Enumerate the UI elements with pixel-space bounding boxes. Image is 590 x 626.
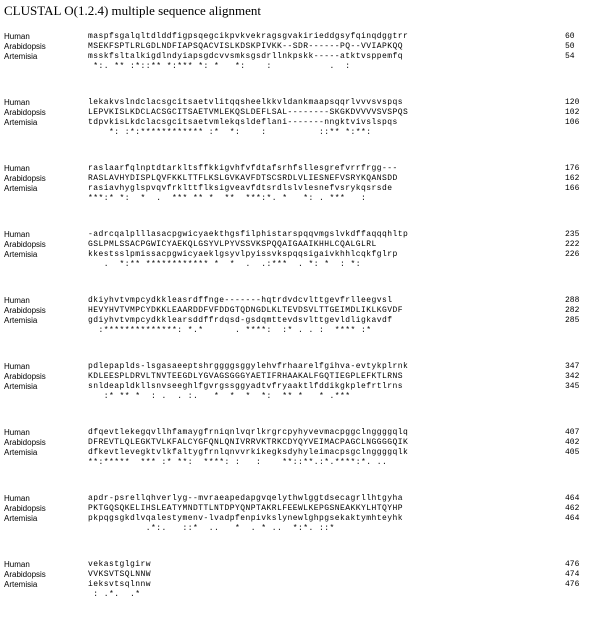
position-number: 176 [565, 164, 580, 173]
position-number: 405 [565, 448, 580, 457]
sequence-text: snldeapldkllsnvseeghlfgvrgssggyadtvfryaa… [88, 382, 404, 391]
sequence-text: LEPVKISLKDCLACSGCITSAETVMLEKQSLDEFLSAL--… [88, 108, 409, 117]
position-number: 235 [565, 230, 580, 239]
sequence-text: msskfsltalkigdlndyiapsgdcvvsmksgsdrllnkp… [88, 52, 404, 61]
position-number: 166 [565, 184, 580, 193]
species-label: Artemisia [4, 184, 38, 193]
alignment-block: Human dfqevtlekegqvllhfamaygfrniqnlvqrlkr… [0, 428, 590, 494]
species-label: Artemisia [4, 118, 38, 127]
position-number: 120 [565, 98, 580, 107]
species-label: Human [4, 362, 30, 371]
sequence-text: -adrcqalplllasacpgwicyaekthgsfilphistars… [88, 230, 409, 239]
sequence-text: MSEKFSPTLRLGDLNDFIAPSQACVISLKDSKPIVKK--S… [88, 42, 404, 51]
species-label: Human [4, 560, 30, 569]
sequence-text: pkpqgsgkdlvqalestymenv-lvadpfenpivkslyne… [88, 514, 404, 523]
species-label: Human [4, 164, 30, 173]
species-label: Human [4, 230, 30, 239]
sequence-text: pdlepaplds-lsgasaeeptshrggggsggylehvfrha… [88, 362, 409, 371]
sequence-text: RASLAVHYDISPLQVFKKLTTFLKSLGVKAVFDTSCSRDL… [88, 174, 398, 183]
sequence-text: KDLEESPLDRVLTNVTEEGDLYGVAGSGGGYAETIFRHAA… [88, 372, 404, 381]
consensus-text: : .*. .* [88, 590, 141, 599]
position-number: 282 [565, 306, 580, 315]
species-label: Artemisia [4, 514, 38, 523]
sequence-text: rasiavhyglspvqvfrklttflksigveavfdtsrdlsl… [88, 184, 393, 193]
species-label: Arabidopsis [4, 504, 46, 513]
sequence-text: PKTGQSQKELIHSLEATYMNDTTLNTDPYQNPTAKRLFEE… [88, 504, 404, 513]
consensus-text: **:***** *** :* **: ****: : : **::**.:*.… [88, 458, 388, 467]
position-number: 162 [565, 174, 580, 183]
consensus-text: :* ** * : . . :. * * * *: ** * * .*** [88, 392, 356, 401]
position-number: 347 [565, 362, 580, 371]
species-label: Arabidopsis [4, 42, 46, 51]
species-label: Artemisia [4, 250, 38, 259]
species-label: Artemisia [4, 316, 38, 325]
alignment-block: Human raslaarfqlnptdtarkltsffkkigvhfvfdta… [0, 164, 590, 230]
consensus-text: *: :*:************ :* *: : ::** *:**: [88, 128, 372, 137]
position-number: 476 [565, 560, 580, 569]
sequence-text: gdiyhvtvmpcydkklearsddffrdqsd-gsdqmttevd… [88, 316, 393, 325]
sequence-text: lekakvslndclacsgcitsaetvlitqqsheelkkvlda… [88, 98, 404, 107]
consensus-text: . *:** ************ * * . .:*** . *: * :… [88, 260, 362, 269]
species-label: Arabidopsis [4, 240, 46, 249]
sequence-text: raslaarfqlnptdtarkltsffkkigvhfvfdtafsrhf… [88, 164, 398, 173]
species-label: Artemisia [4, 52, 38, 61]
position-number: 476 [565, 580, 580, 589]
sequence-text: ieksvtsqlnnw [88, 580, 152, 589]
species-label: Arabidopsis [4, 174, 46, 183]
species-label: Arabidopsis [4, 306, 46, 315]
alignment-block: Human -adrcqalplllasacpgwicyaekthgsfilphi… [0, 230, 590, 296]
position-number: 60 [565, 32, 575, 41]
species-label: Arabidopsis [4, 438, 46, 447]
sequence-text: HEVYHVTVMPCYDKKLEAARDDFVFDDGTQDNGDLKLTEV… [88, 306, 404, 315]
species-label: Human [4, 494, 30, 503]
alignment-block: Human maspfsgalqltdlddfigpsqegcikpvkvekra… [0, 32, 590, 98]
consensus-text: ***:* *: * . *** ** * ** ***:*. * *: . *… [88, 194, 367, 203]
sequence-text: dfkevtlevegktvlkfaltygfrnlqnvvrkikegksdy… [88, 448, 409, 457]
alignment-block: Human dkiyhvtvmpcydkkleasrdffnge-------hq… [0, 296, 590, 362]
alignment-block: Human apdr-psrellqhverlyg--mvraeapedapgvq… [0, 494, 590, 560]
position-number: 288 [565, 296, 580, 305]
position-number: 285 [565, 316, 580, 325]
position-number: 102 [565, 108, 580, 117]
species-label: Human [4, 32, 30, 41]
sequence-text: vekastglgirw [88, 560, 152, 569]
position-number: 464 [565, 514, 580, 523]
position-number: 50 [565, 42, 575, 51]
position-number: 402 [565, 438, 580, 447]
page-title: CLUSTAL O(1.2.4) multiple sequence align… [4, 3, 261, 18]
species-label: Human [4, 98, 30, 107]
species-label: Artemisia [4, 382, 38, 391]
position-number: 462 [565, 504, 580, 513]
sequence-text: dfqevtlekegqvllhfamaygfrniqnlvqrlkrgrcpy… [88, 428, 409, 437]
alignment-block: Human vekastglgirw 476 Arabidopsis VVKSVTSQL… [0, 560, 590, 626]
sequence-text: VVKSVTSQLNNW [88, 570, 152, 579]
alignment-block: Human pdlepaplds-lsgasaeeptshrggggsggyleh… [0, 362, 590, 428]
sequence-text: DFREVTLQLEGKTVLKFALCYGFQNLQNIVRRVKTRKCDY… [88, 438, 409, 447]
position-number: 464 [565, 494, 580, 503]
position-number: 345 [565, 382, 580, 391]
species-label: Human [4, 428, 30, 437]
alignment-block: Human lekakvslndclacsgcitsaetvlitqqsheelk… [0, 98, 590, 164]
sequence-text: dkiyhvtvmpcydkkleasrdffnge-------hqtrdvd… [88, 296, 393, 305]
species-label: Human [4, 296, 30, 305]
sequence-text: GSLPMLSSACPGWICYAEKQLGSYVLPYVSSVKSPQQAIG… [88, 240, 377, 249]
sequence-text: maspfsgalqltdlddfigpsqegcikpvkvekragsgva… [88, 32, 409, 41]
position-number: 342 [565, 372, 580, 381]
species-label: Artemisia [4, 448, 38, 457]
position-number: 407 [565, 428, 580, 437]
consensus-text: .*:. ::* .. * . * .. *:*. ::* [88, 524, 335, 533]
consensus-text: :**************: *.* . ****: :* . . : **… [88, 326, 372, 335]
sequence-text: apdr-psrellqhverlyg--mvraeapedapgvqelyth… [88, 494, 404, 503]
position-number: 226 [565, 250, 580, 259]
species-label: Arabidopsis [4, 108, 46, 117]
sequence-text: kkestsslpmissacpgwicyaeklgsyvlpyissvkspq… [88, 250, 398, 259]
consensus-text: *:. ** :*::** *:*** *: * *: : . : [88, 62, 362, 71]
sequence-text: tdpvkisLkdclacsgcitsaetvmlekqsldeflani--… [88, 118, 398, 127]
position-number: 106 [565, 118, 580, 127]
position-number: 474 [565, 570, 580, 579]
alignment: Human maspfsgalqltdlddfigpsqegcikpvkvekra… [0, 32, 590, 626]
position-number: 54 [565, 52, 575, 61]
species-label: Arabidopsis [4, 372, 46, 381]
position-number: 222 [565, 240, 580, 249]
